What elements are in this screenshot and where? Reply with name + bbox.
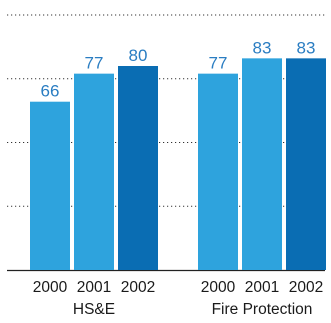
x-tick-label: 2001 <box>245 279 279 296</box>
x-tick-label: 2001 <box>77 279 111 296</box>
data-label: 80 <box>129 46 148 65</box>
bar-hse-2002 <box>118 66 158 270</box>
data-label: 83 <box>297 38 316 57</box>
bars <box>30 58 326 271</box>
bar-fire-protection-2002 <box>286 58 326 270</box>
data-label: 77 <box>209 54 228 73</box>
x-tick-label: 2002 <box>289 279 323 296</box>
bar-hse-2000 <box>30 101 70 270</box>
bar-fire-protection-2001 <box>242 58 282 270</box>
group-label: HS&E <box>73 301 115 318</box>
bar-hse-2001 <box>74 73 114 271</box>
bar-fire-protection-2000 <box>198 73 238 271</box>
x-tick-label: 2000 <box>33 279 68 296</box>
labels: 66 2000 77 2001 80 2002 HS&E 77 2000 83 2001 83 2002… <box>33 38 323 318</box>
data-label: 83 <box>253 38 272 57</box>
data-label: 77 <box>85 54 104 73</box>
group-label: Fire Protection <box>212 301 313 318</box>
x-tick-label: 2002 <box>121 279 155 296</box>
data-label: 66 <box>41 82 60 101</box>
x-tick-label: 2000 <box>201 279 236 296</box>
